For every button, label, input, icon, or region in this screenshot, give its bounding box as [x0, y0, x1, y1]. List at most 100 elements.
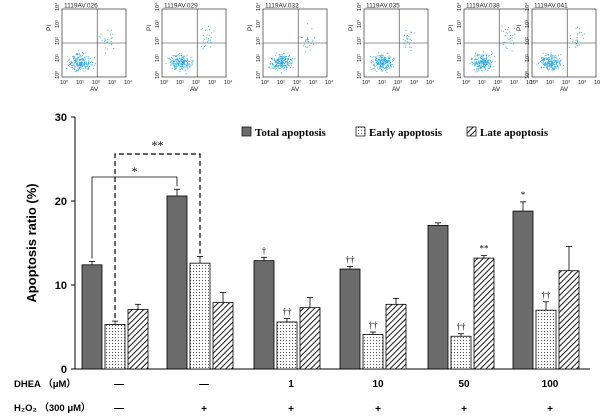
flow-dot: [382, 65, 384, 67]
flow-dot: [555, 62, 557, 64]
flow-dot: [172, 60, 174, 62]
flow-dot: [271, 63, 273, 65]
flow-dot: [84, 63, 86, 65]
flow-dot: [548, 68, 550, 70]
flow-dot: [182, 61, 184, 63]
flow-dot: [180, 53, 182, 55]
flow-dot: [492, 52, 494, 54]
flow-dot: [486, 57, 488, 59]
legend-swatch: [241, 126, 252, 137]
flow-dot: [406, 35, 408, 36]
flow-dot: [510, 35, 511, 36]
flow-dot: [87, 65, 89, 67]
bar-significance-mark: *: [521, 190, 526, 200]
flow-dot: [81, 65, 83, 67]
flow-dot: [178, 65, 180, 67]
flow-dot: [542, 59, 544, 61]
flow-dot: [176, 61, 178, 62]
flow-dot: [378, 58, 380, 60]
flow-dot: [76, 69, 78, 71]
flow-dot: [191, 62, 193, 64]
flow-dot: [473, 69, 475, 71]
flow-dot: [274, 61, 276, 63]
flow-dot: [89, 58, 91, 59]
flow-dot: [490, 63, 492, 65]
flow-dot: [482, 56, 484, 58]
flow-dot: [85, 66, 87, 68]
flow-dot: [388, 56, 390, 58]
flow-dot: [386, 71, 388, 73]
flow-dot: [545, 54, 547, 56]
bar-total-apoptosis: [81, 264, 103, 370]
flow-dot: [87, 55, 89, 57]
flow-x-tick: 10²: [192, 80, 200, 86]
flow-dot: [277, 65, 279, 67]
flow-dot: [183, 59, 185, 61]
flow-dot: [305, 39, 307, 41]
flow-dot: [74, 67, 76, 68]
flow-dot: [279, 60, 281, 62]
treatment-value: +: [461, 404, 467, 415]
flow-dot: [477, 69, 479, 71]
flow-dot: [186, 55, 188, 57]
flow-dot: [73, 63, 75, 65]
flow-dot: [200, 28, 202, 30]
flow-dot: [388, 60, 390, 62]
flow-dot: [181, 68, 183, 70]
flow-dot: [385, 67, 387, 69]
flow-dot: [552, 60, 554, 62]
flow-dot: [282, 66, 284, 67]
flow-dot: [82, 64, 84, 66]
significance-label: *: [132, 164, 138, 178]
bar-early-apoptosis: [104, 324, 126, 370]
flow-dot: [269, 67, 271, 69]
flow-dot: [540, 66, 542, 68]
flow-dot: [378, 56, 380, 58]
flow-dot: [270, 60, 271, 62]
flow-dot: [485, 65, 487, 67]
flow-dot: [549, 66, 551, 68]
flow-dot: [484, 66, 486, 68]
bar-early-apoptosis: [535, 309, 557, 370]
flow-dot: [486, 58, 488, 60]
flow-dot: [487, 59, 489, 61]
flow-dot: [78, 66, 80, 68]
flow-dot: [77, 65, 79, 67]
flow-dot: [106, 40, 108, 42]
flow-dot: [182, 60, 184, 62]
flow-dot: [307, 37, 308, 39]
flow-dot: [377, 52, 379, 54]
flow-dot: [179, 70, 181, 72]
flow-dot: [177, 62, 178, 64]
flow-dot: [376, 57, 378, 59]
flow-dot: [177, 58, 179, 60]
flow-dot: [76, 67, 78, 69]
flow-dot: [291, 61, 293, 63]
flow-dot: [550, 56, 552, 58]
flow-dot: [178, 55, 180, 57]
flow-dot: [390, 56, 392, 58]
flow-dot: [187, 64, 189, 66]
flow-dot: [405, 36, 407, 38]
flow-dot: [289, 67, 291, 69]
flow-dot: [405, 46, 407, 48]
flow-dot: [478, 62, 480, 64]
flow-dot: [74, 62, 76, 64]
flow-dot: [479, 63, 481, 65]
flow-dot: [84, 68, 86, 70]
flow-dot: [385, 59, 387, 61]
flow-dot: [201, 46, 203, 48]
flow-dot: [376, 61, 378, 63]
flow-dot: [483, 54, 485, 56]
flow-dot: [309, 44, 311, 46]
flow-dot: [68, 59, 70, 61]
bar-significance-mark: †: [262, 245, 267, 255]
flow-x-tick: 10¹: [176, 80, 184, 86]
treatment-row-label: DHEA （μM）: [14, 378, 76, 390]
flow-dot: [204, 44, 206, 46]
flow-dot: [74, 56, 75, 58]
flow-dot: [552, 55, 554, 57]
flow-dot: [388, 55, 390, 57]
flow-dot: [544, 64, 546, 66]
flow-dot: [543, 64, 545, 66]
